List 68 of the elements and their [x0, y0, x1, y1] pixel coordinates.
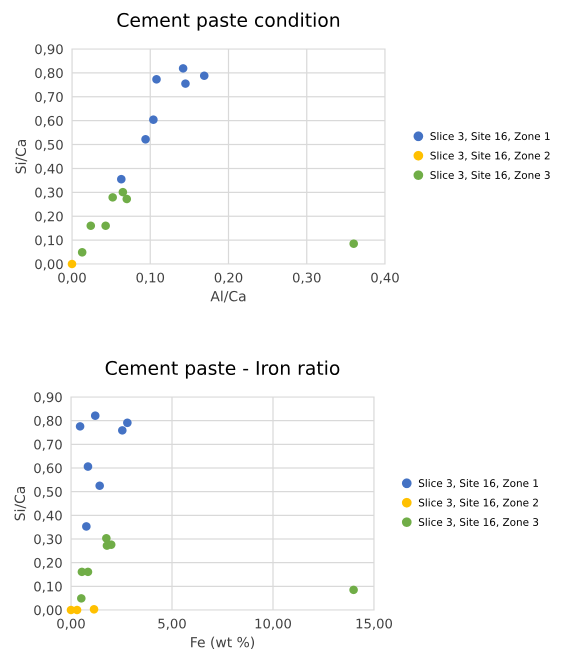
y-tick-label: 0,00 [34, 605, 62, 617]
y-tick-label: 0,90 [35, 44, 63, 56]
legend-label: Slice 3, Site 16, Zone 3 [418, 518, 538, 528]
point [77, 594, 86, 603]
point [102, 534, 111, 543]
point [118, 426, 127, 435]
point [152, 75, 161, 84]
point [101, 221, 110, 230]
legend-label: Slice 3, Site 16, Zone 3 [430, 170, 550, 180]
y-tick-label: 0,20 [34, 558, 62, 570]
legend-label: Slice 3, Site 16, Zone 2 [418, 498, 538, 508]
point [76, 422, 84, 431]
x-axis-title: Fe (wt %) [191, 636, 254, 650]
y-axis-title: Si/Ca [15, 140, 28, 174]
y-tick-label: 0,30 [35, 188, 63, 199]
point [118, 188, 128, 196]
y-tick-label: 0,90 [34, 392, 62, 404]
y-tick-label: 0,80 [34, 416, 62, 428]
y-tick-label: 0,80 [35, 68, 63, 80]
point [86, 221, 96, 230]
x-tick-label: 0,30 [292, 272, 321, 284]
x-tick-label: 0,00 [57, 618, 85, 630]
point [108, 193, 117, 202]
point [90, 411, 100, 420]
x-tick-label: 0,00 [58, 272, 86, 284]
point [84, 462, 92, 471]
point [141, 135, 150, 144]
y-tick-label: 0,10 [35, 235, 63, 247]
legend-label: Slice 3, Site 16, Zone 1 [430, 132, 550, 142]
x-tick-label: 5,00 [158, 618, 186, 630]
x-tick-label: 15,00 [356, 618, 392, 630]
point [84, 568, 92, 576]
y-tick-label: 0,40 [34, 510, 62, 522]
y-tick-label: 0,70 [34, 440, 62, 451]
x-tick-label: 0,40 [371, 272, 399, 284]
chart-title: Cement paste condition [117, 12, 340, 31]
y-tick-label: 0,60 [34, 463, 62, 475]
point [349, 586, 358, 594]
y-tick-label: 0,20 [35, 211, 63, 223]
point [181, 79, 190, 88]
y-tick-label: 0,00 [35, 259, 63, 271]
y-tick-label: 0,60 [35, 116, 63, 128]
point [78, 248, 86, 257]
point [122, 194, 132, 204]
legend-label: Slice 3, Site 16, Zone 1 [418, 479, 538, 488]
x-axis-title: Al/Ca [210, 290, 246, 302]
x-tick-label: 0,10 [136, 272, 164, 284]
chart-title: Cement paste - Iron ratio [106, 360, 340, 379]
y-tick-label: 0,50 [34, 486, 62, 498]
point [95, 481, 104, 490]
y-tick-label: 0,50 [35, 140, 63, 152]
point [117, 174, 126, 184]
y-tick-label: 0,70 [35, 92, 63, 104]
point [349, 239, 358, 248]
y-tick-label: 0,10 [34, 582, 62, 593]
y-axis-title: Si/Ca [14, 486, 26, 520]
point [68, 260, 76, 268]
point [82, 522, 91, 531]
point [90, 605, 98, 614]
point [178, 64, 188, 73]
x-tick-label: 10,00 [256, 618, 292, 630]
point [200, 71, 209, 80]
point [123, 418, 132, 428]
y-tick-label: 0,40 [35, 164, 63, 175]
x-tick-label: 0,20 [214, 272, 242, 284]
point [149, 115, 158, 124]
legend-label: Slice 3, Site 16, Zone 2 [430, 151, 550, 161]
y-tick-label: 0,30 [34, 534, 62, 546]
